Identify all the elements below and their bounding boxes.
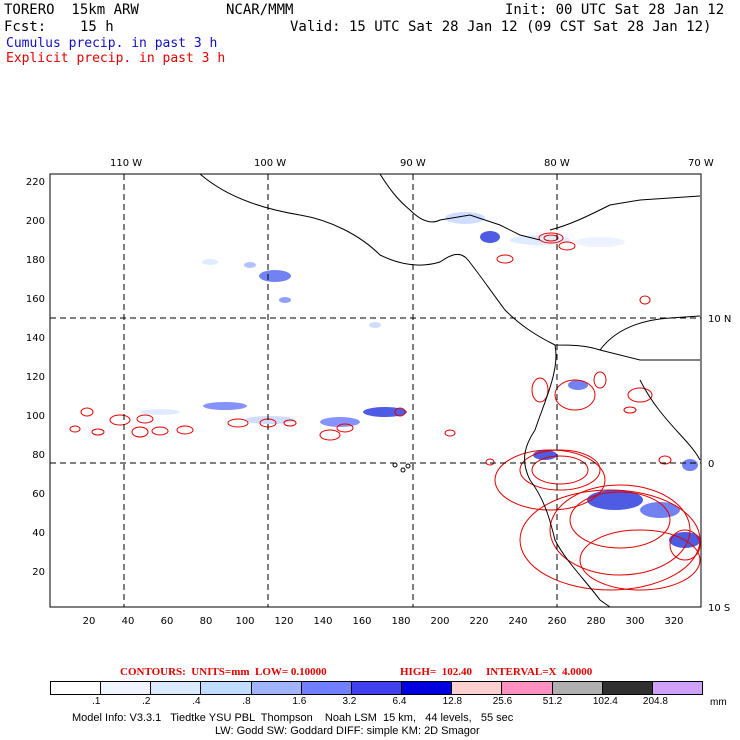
colorbar-label: .2 (142, 696, 151, 707)
x-tick: 180 (391, 616, 410, 627)
explicit-label: Explicit precip. in past 3 h (6, 51, 226, 66)
y-tick: 180 (26, 255, 45, 266)
colorbar-label: 1.6 (292, 696, 307, 707)
colorbar-swatch (551, 682, 602, 694)
colorbar-swatch (51, 682, 101, 694)
y-tick: 120 (26, 372, 45, 383)
colorbar (50, 681, 703, 695)
x-tick: 240 (508, 616, 527, 627)
x-tick: 280 (586, 616, 605, 627)
x-tick: 160 (352, 616, 371, 627)
colorbar-unit: mm (710, 697, 727, 708)
x-tick: 40 (122, 616, 135, 627)
x-tick: 220 (469, 616, 488, 627)
x-tick: 260 (547, 616, 566, 627)
colorbar-swatch (401, 682, 452, 694)
model-physics: LW: Godd SW: Goddard DIFF: simple KM: 2D… (215, 725, 480, 737)
lon-label-80w: 80 W (544, 158, 570, 169)
x-tick: 320 (664, 616, 683, 627)
x-tick: 200 (430, 616, 449, 627)
y-tick: 20 (32, 567, 45, 578)
colorbar-swatch (651, 682, 703, 694)
colorbar-swatch (250, 682, 301, 694)
contour-interval: INTERVAL=X 4.0000 (486, 666, 593, 678)
forecast-hour: 15 h (80, 19, 114, 35)
colorbar-swatch (501, 682, 552, 694)
lat-label-0: 0 (708, 459, 714, 470)
lon-label-110w: 110 W (110, 158, 142, 169)
colorbar-label: 51.2 (542, 696, 563, 707)
lat-lon-grid (50, 174, 701, 607)
model-info: Model Info: V3.3.1 Tiedtke YSU PBL Thomp… (72, 712, 514, 724)
x-tick: 80 (200, 616, 213, 627)
colorbar-label: 25.6 (492, 696, 513, 707)
colorbar-swatch (150, 682, 201, 694)
colorbar-label: .1 (92, 696, 101, 707)
y-tick: 220 (26, 177, 45, 188)
colorbar-label: 12.8 (442, 696, 463, 707)
valid-time: Valid: 15 UTC Sat 28 Jan 12 (09 CST Sat … (290, 19, 712, 35)
model-title: TORERO 15km ARW (4, 2, 139, 18)
map-frame (49, 173, 702, 608)
y-tick: 140 (26, 333, 45, 344)
x-tick: 300 (625, 616, 644, 627)
x-tick: 60 (161, 616, 174, 627)
cumulus-precip-areas (140, 212, 701, 548)
y-tick: 60 (32, 489, 45, 500)
lon-label-70w: 70 W (688, 158, 714, 169)
org-label: NCAR/MMM (226, 2, 294, 18)
colorbar-label: .8 (242, 696, 251, 707)
colorbar-swatch (200, 682, 251, 694)
y-tick: 80 (32, 450, 45, 461)
colorbar-label: 102.4 (592, 696, 618, 707)
colorbar-swatch (601, 682, 652, 694)
x-tick: 120 (274, 616, 293, 627)
y-tick: 200 (26, 216, 45, 227)
colorbar-label: 6.4 (392, 696, 407, 707)
colorbar-swatch (100, 682, 151, 694)
contour-units: CONTOURS: UNITS=mm LOW= 0.10000 (120, 666, 327, 678)
colorbar-swatch (350, 682, 402, 694)
lon-label-90w: 90 W (400, 158, 426, 169)
y-tick: 40 (32, 528, 45, 539)
lat-label-10s: 10 S (708, 603, 730, 614)
cumulus-label: Cumulus precip. in past 3 h (6, 36, 218, 51)
x-tick: 140 (313, 616, 332, 627)
colorbar-label: .4 (192, 696, 201, 707)
y-tick: 100 (26, 411, 45, 422)
x-tick: 100 (235, 616, 254, 627)
colorbar-swatch (451, 682, 502, 694)
init-time: Init: 00 UTC Sat 28 Jan 12 (505, 2, 725, 18)
explicit-precip-contours (69, 232, 701, 591)
x-tick: 20 (83, 616, 96, 627)
lat-label-10n: 10 N (708, 314, 731, 325)
y-tick: 160 (26, 294, 45, 305)
colorbar-label: 3.2 (342, 696, 357, 707)
colorbar-swatch (300, 682, 351, 694)
coastlines (199, 173, 701, 608)
lon-label-100w: 100 W (254, 158, 286, 169)
colorbar-label: 204.8 (642, 696, 668, 707)
contour-high: HIGH= 102.40 (400, 666, 472, 678)
forecast-label: Fcst: (4, 19, 47, 35)
